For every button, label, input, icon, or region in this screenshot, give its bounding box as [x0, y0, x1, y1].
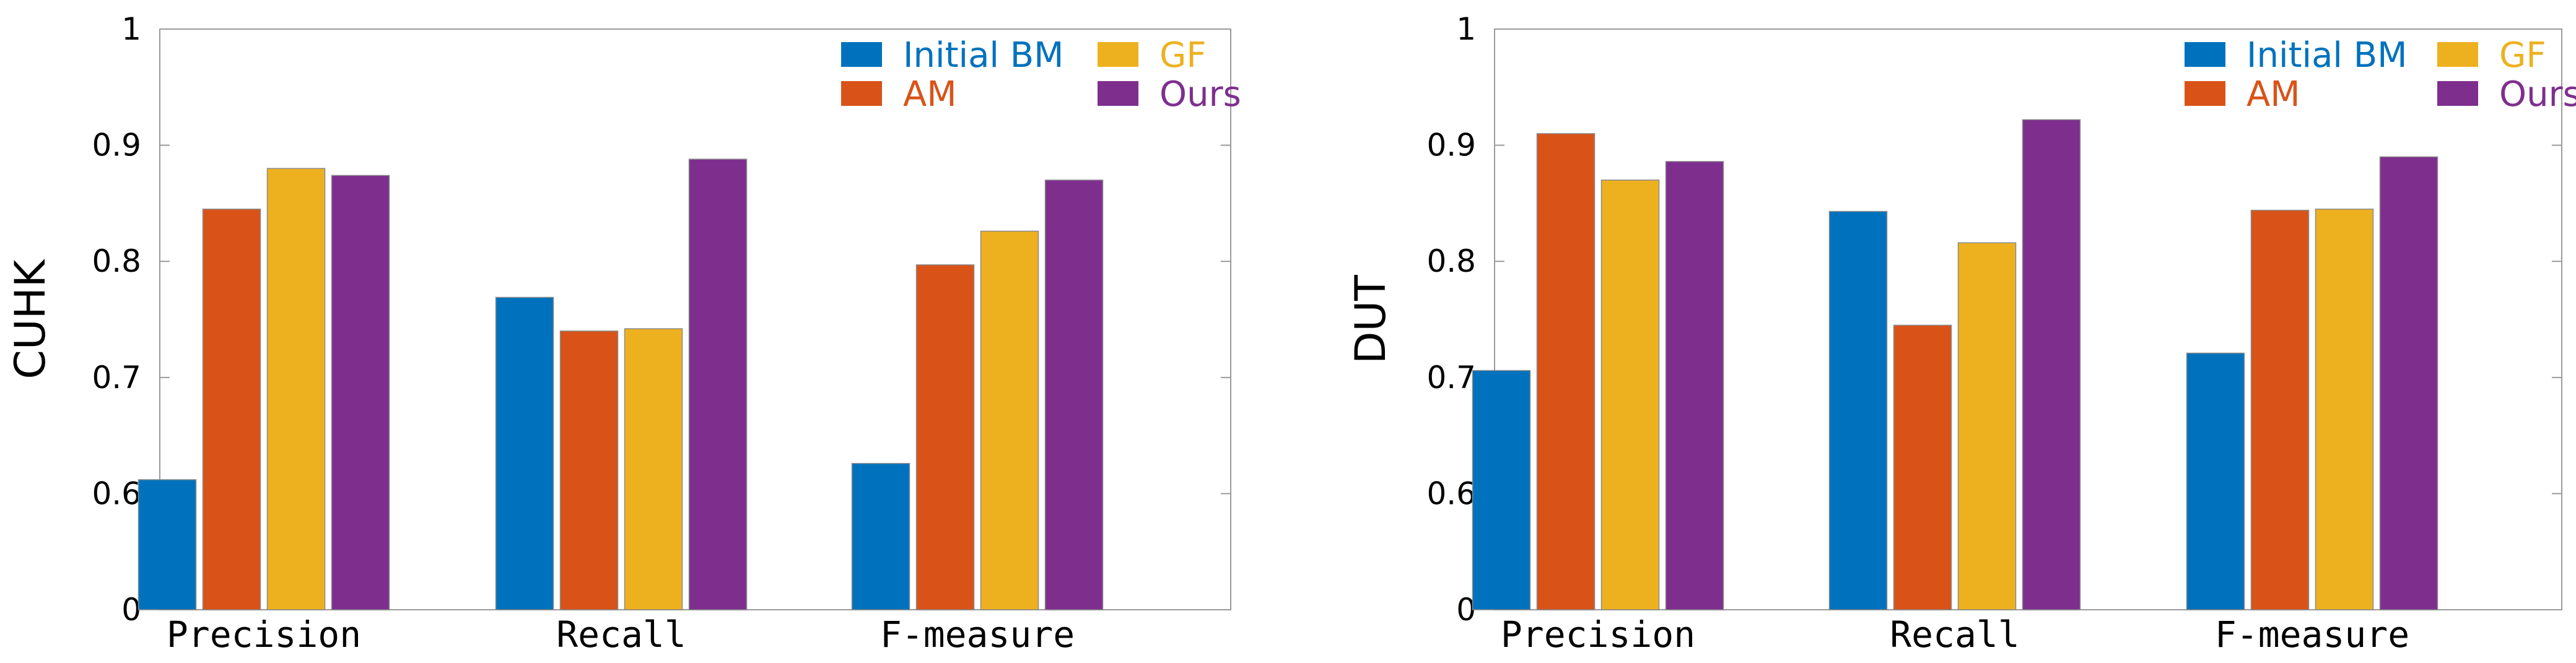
- legend-swatch-ours: [2437, 81, 2478, 106]
- legend-label-ours: Ours: [1159, 74, 1241, 115]
- bar-am-recall: [559, 331, 619, 610]
- bar-am-f-measure: [915, 264, 975, 610]
- y-axis-label: CUHK: [6, 258, 55, 379]
- y-tick-label: 0.9: [92, 128, 141, 163]
- bar-gf-precision: [266, 168, 326, 610]
- bar-gf-f-measure: [980, 230, 1039, 610]
- y-tick-label: 0.8: [92, 243, 141, 279]
- legend-swatch-ours: [1098, 81, 1138, 106]
- legend-label-am: AM: [903, 74, 957, 115]
- legend-label-gf: GF: [1159, 35, 1207, 76]
- x-category-label: Precision: [167, 613, 361, 656]
- bar-initial-bm-precision: [1472, 370, 1531, 610]
- legend-swatch-initial-bm: [841, 42, 882, 67]
- y-tick-label: 1: [121, 11, 141, 47]
- bar-ours-f-measure: [1044, 180, 1104, 610]
- bar-ours-precision: [1665, 161, 1724, 610]
- bar-ours-f-measure: [2379, 156, 2438, 610]
- x-category-label: Precision: [1501, 613, 1695, 656]
- bar-initial-bm-recall: [495, 297, 554, 610]
- x-category-label: Recall: [1890, 613, 2020, 656]
- y-tick-label: 0.9: [1426, 128, 1476, 163]
- y-tick-label-base: 0: [121, 592, 141, 628]
- bar-gf-recall: [1957, 242, 2017, 610]
- bar-initial-bm-f-measure: [2186, 352, 2245, 610]
- bar-initial-bm-recall: [1828, 210, 1888, 610]
- y-tick-label: 0.7: [1426, 360, 1476, 396]
- bar-initial-bm-f-measure: [851, 462, 910, 610]
- bar-gf-recall: [624, 328, 683, 610]
- legend-swatch-am: [2185, 81, 2225, 106]
- bar-am-precision: [1536, 133, 1596, 610]
- y-tick-label: 0.7: [92, 360, 141, 396]
- bar-gf-precision: [1600, 180, 1660, 610]
- y-axis-label: DUT: [1347, 275, 1395, 364]
- y-tick-label: 0.6: [92, 475, 141, 511]
- bar-am-recall: [1893, 324, 1952, 610]
- bar-initial-bm-precision: [138, 479, 197, 610]
- y-tick-label: 1: [1456, 11, 1476, 47]
- y-tick-label: 0.6: [1426, 475, 1476, 511]
- legend-label-initial-bm: Initial BM: [2246, 35, 2408, 76]
- x-category-label: F-measure: [2215, 613, 2409, 656]
- legend-swatch-initial-bm: [2185, 42, 2225, 67]
- bar-gf-f-measure: [2315, 209, 2374, 610]
- bar-ours-precision: [331, 175, 390, 610]
- x-category-label: Recall: [556, 613, 686, 656]
- bar-ours-recall: [2022, 119, 2081, 610]
- legend-swatch-gf: [2437, 42, 2478, 67]
- bar-ours-recall: [688, 158, 748, 610]
- legend-label-ours: Ours: [2499, 74, 2576, 115]
- y-tick-label: 0.8: [1426, 243, 1476, 279]
- bar-am-f-measure: [2250, 209, 2310, 610]
- chart-cuhk: 0.6 0.7 0.8 0.9 1 0 CUHK Precision Recall F-measu…: [6, 11, 1241, 656]
- legend-swatch-am: [841, 81, 882, 106]
- x-category-label: F-measure: [880, 613, 1075, 656]
- legend-label-gf: GF: [2499, 35, 2546, 76]
- legend-label-am: AM: [2246, 74, 2300, 115]
- legend-swatch-gf: [1098, 42, 1138, 67]
- bar-am-precision: [202, 209, 261, 610]
- legend-label-initial-bm: Initial BM: [903, 35, 1064, 76]
